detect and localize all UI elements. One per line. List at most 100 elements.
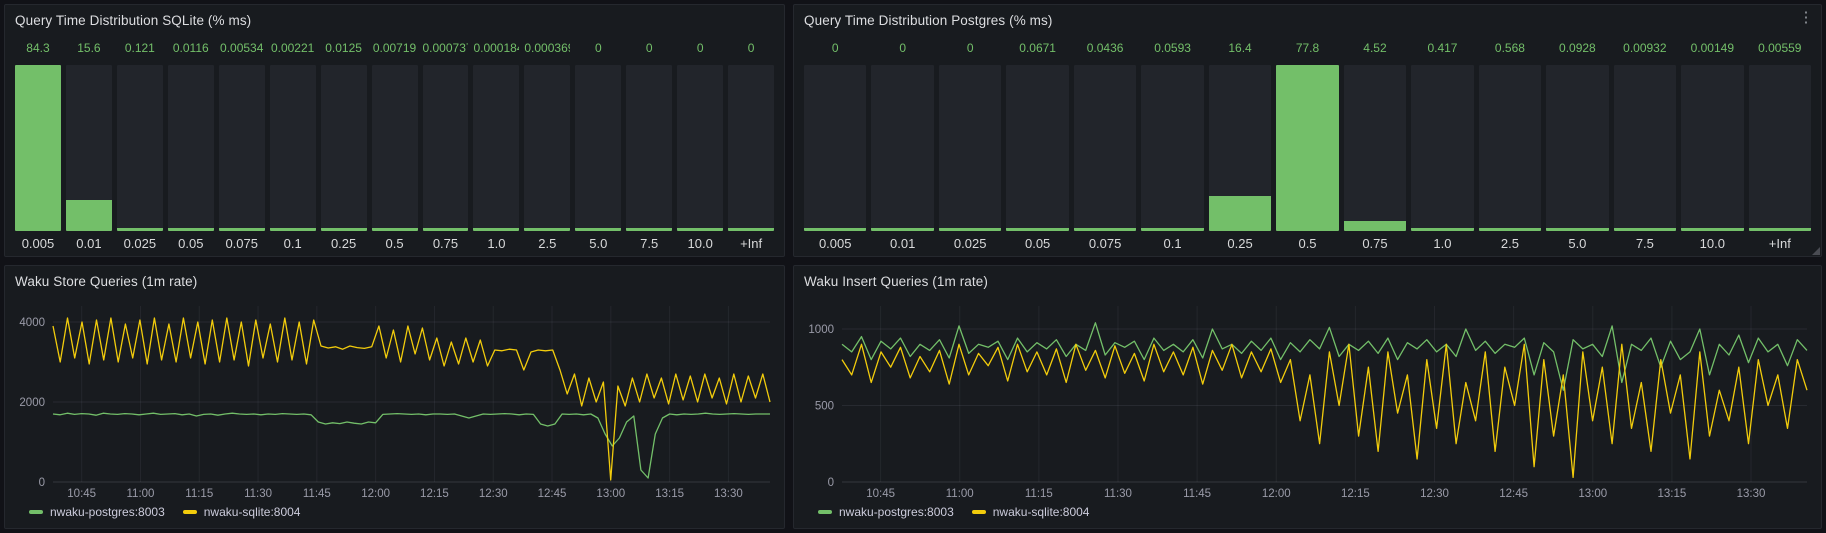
- bucket-bar: [1478, 65, 1542, 231]
- chart-legend: nwaku-postgres:8003 nwaku-sqlite:8004: [798, 502, 1815, 526]
- bucket-value-label: 0.0116: [172, 41, 209, 55]
- legend-label: nwaku-sqlite:8004: [203, 505, 301, 519]
- series-line: [52, 317, 771, 481]
- bucket-bar: [524, 65, 571, 231]
- histogram-bucket: 0.0593 0.1: [1141, 41, 1204, 252]
- bucket-value-label: 15.6: [77, 41, 101, 55]
- bucket-bar-fill: [269, 228, 316, 231]
- legend-item[interactable]: nwaku-sqlite:8004: [971, 505, 1089, 519]
- bucket-value-label: 0.00559: [1758, 41, 1802, 55]
- histogram-sqlite: 84.3 0.005 15.6 0.01 0.121 0.025 0.0116 0.05 0.0…: [5, 35, 784, 256]
- bucket-bar: [1073, 65, 1137, 231]
- y-axis-label: 2000: [19, 397, 45, 409]
- histogram-bucket: 0.00534 0.075: [218, 41, 265, 252]
- legend-swatch-icon: [971, 510, 986, 514]
- bucket-value-label: 0: [966, 41, 974, 55]
- x-axis-label: 12:15: [1341, 488, 1370, 500]
- bucket-value-label: 0: [594, 41, 602, 55]
- bucket-value-label: 0.00719: [372, 41, 417, 55]
- x-axis-label: 11:00: [127, 488, 155, 500]
- histogram-bucket: 0.0125 0.25: [320, 41, 367, 252]
- legend-label: nwaku-postgres:8003: [50, 505, 165, 519]
- legend-swatch-icon: [29, 510, 43, 514]
- histogram-bucket: 16.4 0.25: [1208, 41, 1272, 252]
- panel-title[interactable]: Query Time Distribution Postgres (% ms): [804, 12, 1053, 28]
- panel-header[interactable]: Query Time Distribution Postgres (% ms): [794, 5, 1821, 35]
- bucket-bar-fill: [677, 228, 724, 231]
- bucket-value-label: 0: [645, 41, 653, 55]
- histogram-bucket: 0 +Inf: [728, 41, 775, 252]
- bucket-value-label: 16.4: [1228, 41, 1252, 55]
- x-axis-label: 13:30: [1737, 488, 1766, 500]
- time-series-plot[interactable]: 0 2000 4000 10:45 11:00 11:15 11:30 11:45 12:00 1…: [9, 296, 778, 502]
- bucket-label: 10.0: [1699, 236, 1725, 251]
- bucket-bar: [320, 65, 367, 231]
- bucket-bar-fill: [371, 228, 418, 231]
- legend-item[interactable]: nwaku-postgres:8003: [818, 505, 954, 519]
- x-axis-label: 11:00: [946, 488, 974, 500]
- legend-item[interactable]: nwaku-sqlite:8004: [182, 505, 301, 519]
- bucket-value-label: 0.00221: [270, 41, 315, 55]
- x-axis-label: 13:15: [1658, 488, 1687, 500]
- bucket-bar: [575, 65, 622, 231]
- time-series-plot[interactable]: 0 500 1000 10:45 11:00 11:15 11:30 11:45 12:00 12…: [798, 296, 1815, 502]
- bucket-value-label: 84.3: [26, 41, 50, 55]
- bucket-bar: [65, 65, 112, 231]
- bucket-label: 0.5: [1298, 236, 1317, 251]
- bucket-bar: [1343, 65, 1407, 231]
- x-axis-label: 11:15: [1025, 488, 1053, 500]
- bucket-value-label: 0.0436: [1086, 41, 1124, 55]
- bucket-bar: [1006, 65, 1069, 231]
- panel-title[interactable]: Waku Insert Queries (1m rate): [804, 273, 988, 289]
- histogram-bucket: 0.0116 0.05: [167, 41, 214, 252]
- panel-sqlite-histogram: Query Time Distribution SQLite (% ms) 84…: [4, 4, 785, 257]
- x-axis-label: 10:45: [866, 488, 895, 500]
- panel-header[interactable]: Waku Store Queries (1m rate): [5, 266, 784, 296]
- bucket-label: 7.5: [640, 236, 659, 251]
- histogram-bucket: 0.568 2.5: [1478, 41, 1542, 252]
- histogram-bucket: 0 0.005: [804, 41, 867, 252]
- bucket-bar-fill: [15, 65, 61, 231]
- bucket-value-label: 4.52: [1363, 41, 1387, 55]
- bucket-value-label: 0.000369: [524, 41, 571, 55]
- bucket-bar: [473, 65, 520, 231]
- kebab-menu-icon[interactable]: ⋮: [1798, 9, 1814, 26]
- bucket-bar-fill: [320, 228, 367, 231]
- bucket-bar-fill: [473, 228, 520, 231]
- histogram-bucket: 4.52 0.75: [1343, 41, 1407, 252]
- bucket-value-label: 0: [747, 41, 755, 55]
- bucket-bar: [1276, 65, 1339, 231]
- histogram-bucket: 15.6 0.01: [65, 41, 112, 252]
- panel-title[interactable]: Waku Store Queries (1m rate): [15, 273, 198, 289]
- legend-item[interactable]: nwaku-postgres:8003: [29, 505, 165, 519]
- bucket-bar: [1411, 65, 1474, 231]
- panel-header[interactable]: Waku Insert Queries (1m rate): [794, 266, 1821, 296]
- histogram-bucket: 0.00221 0.1: [269, 41, 316, 252]
- bucket-label: 0.1: [1163, 236, 1182, 251]
- x-axis-label: 11:30: [1104, 488, 1132, 500]
- histogram-bucket: 0.00719 0.5: [371, 41, 418, 252]
- panel-header[interactable]: Query Time Distribution SQLite (% ms): [5, 5, 784, 35]
- histogram-bucket: 0.121 0.025: [116, 41, 163, 252]
- x-axis-label: 12:30: [479, 488, 508, 500]
- bucket-bar: [116, 65, 163, 231]
- x-axis-label: 11:45: [303, 488, 331, 500]
- bucket-bar: [371, 65, 418, 231]
- bucket-label: 5.0: [1568, 236, 1587, 251]
- histogram-bucket: 0 10.0: [677, 41, 724, 252]
- bucket-value-label: 0.00149: [1690, 41, 1735, 55]
- chart-legend: nwaku-postgres:8003 nwaku-sqlite:8004: [9, 502, 778, 526]
- bucket-label: 5.0: [589, 236, 608, 251]
- x-axis-label: 11:30: [244, 488, 272, 500]
- panel-resize-handle[interactable]: [1812, 247, 1820, 255]
- y-axis-label: 0: [828, 477, 834, 489]
- bucket-bar: [1613, 65, 1677, 231]
- bucket-bar-fill: [871, 228, 934, 231]
- histogram-bucket: 0 0.025: [938, 41, 1002, 252]
- bucket-label: +Inf: [740, 236, 763, 251]
- panel-title[interactable]: Query Time Distribution SQLite (% ms): [15, 12, 252, 28]
- bucket-label: 0.005: [818, 236, 852, 251]
- bucket-bar-fill: [1006, 228, 1069, 231]
- bucket-bar-fill: [1343, 221, 1407, 231]
- bucket-label: 0.75: [432, 236, 459, 251]
